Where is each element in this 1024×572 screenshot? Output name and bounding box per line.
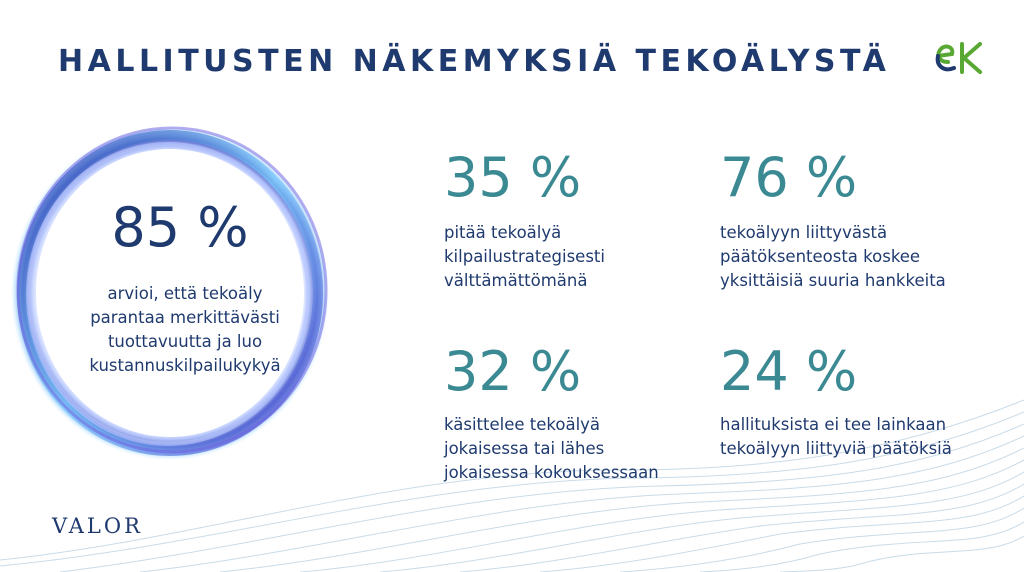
- highlight-stat-value: 85 %: [111, 196, 249, 259]
- ek-logo-icon: [935, 42, 982, 74]
- glowing-ring-decoration: [10, 125, 330, 461]
- stat-description-3: käsittelee tekoälyä jokaisessa tai lähes…: [444, 415, 659, 482]
- stat-description-4: hallituksista ei tee lainkaan tekoälyyn …: [720, 415, 952, 458]
- valor-logo: VALOR: [52, 514, 143, 538]
- stat-value-1: 35 %: [444, 146, 582, 209]
- page-title: HALLITUSTEN NÄKEMYKSIÄ TEKOÄLYSTÄ: [58, 44, 891, 79]
- stat-value-4: 24 %: [720, 340, 858, 403]
- stat-description-2: tekoälyyn liittyvästä päätöksenteosta ko…: [720, 223, 946, 290]
- stat-value-2: 76 %: [720, 146, 858, 209]
- highlight-stat-description: arvioi, että tekoäly parantaa merkittävä…: [89, 284, 281, 375]
- stat-value-3: 32 %: [444, 340, 582, 403]
- stat-description-1: pitää tekoälyä kilpailustrategisesti väl…: [444, 223, 605, 290]
